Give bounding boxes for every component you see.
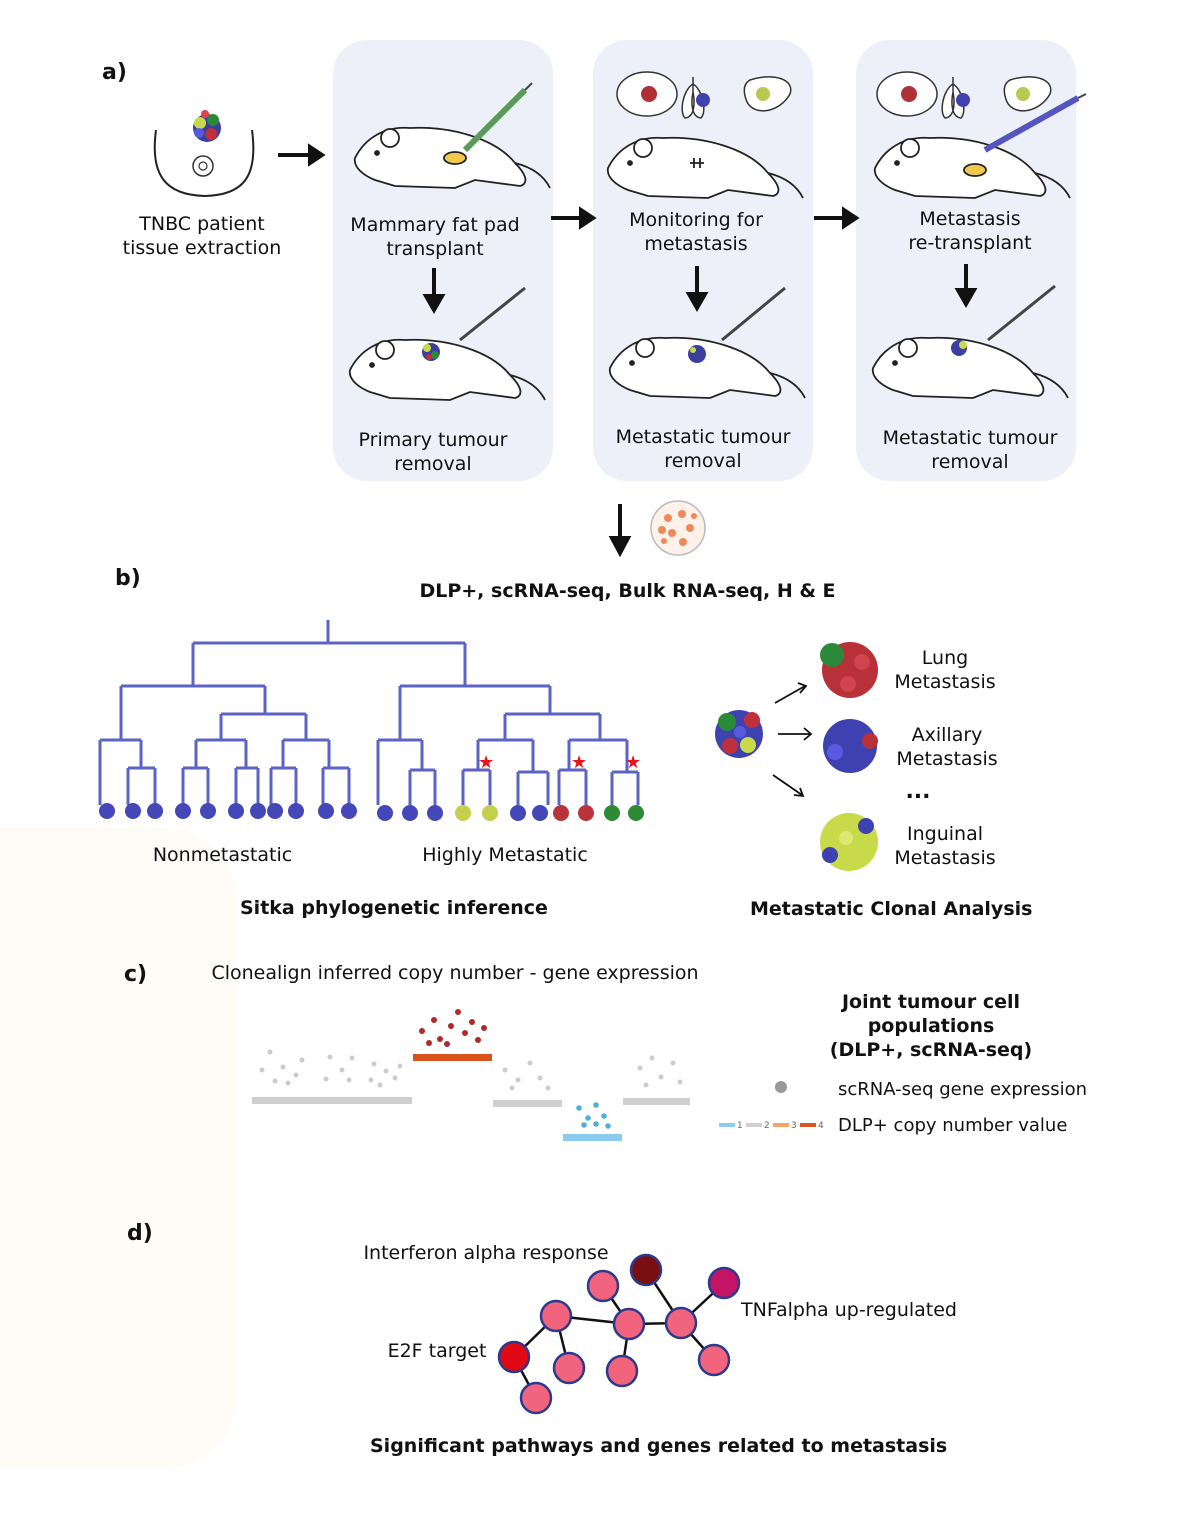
copy-number-legend-label: DLP+ copy number value xyxy=(838,1115,1068,1136)
clonal-analysis-title: Metastatic Clonal Analysis xyxy=(750,898,1033,920)
background-shape xyxy=(0,828,236,1468)
copy-number-legend: 1 2 3 4 xyxy=(719,1121,824,1131)
patient-tumour-icon xyxy=(193,110,221,142)
network-node xyxy=(552,1351,586,1385)
lung-metastasis-label: Lung Metastasis xyxy=(894,647,996,693)
cn-legend-4: 4 xyxy=(818,1121,824,1131)
tree-leaf-clones xyxy=(99,803,644,821)
mouse-illustrations xyxy=(348,126,1071,401)
cn-legend-1: 1 xyxy=(737,1121,743,1131)
mutation-stars: ★ ★ ★ xyxy=(478,752,641,773)
svg-text:★: ★ xyxy=(625,752,641,773)
expression-legend-marker xyxy=(775,1081,787,1093)
primary-tumour-clone xyxy=(715,710,763,758)
patient-illustration xyxy=(153,110,255,198)
network-node xyxy=(539,1299,573,1333)
network-node xyxy=(629,1253,663,1287)
network-node xyxy=(664,1306,698,1340)
expression-legend-label: scRNA-seq gene expression xyxy=(838,1079,1088,1100)
panel-a-label: a) xyxy=(102,60,127,85)
cn-legend-2: 2 xyxy=(764,1121,770,1131)
patient-caption: TNBC patient tissue extraction xyxy=(122,213,282,259)
svg-text:★: ★ xyxy=(478,752,494,773)
cell-dish-icon xyxy=(650,500,706,556)
clonealign-title: Clonealign inferred copy number - gene e… xyxy=(211,962,699,984)
step1-bottom-caption: Primary tumour removal xyxy=(358,429,508,475)
instrument-icons xyxy=(459,82,1087,342)
nonmetastatic-label: Nonmetastatic xyxy=(152,844,293,866)
removed-tumour-icons xyxy=(422,340,967,363)
network-node xyxy=(497,1340,531,1374)
copy-number-plot xyxy=(252,1009,690,1141)
tnfalpha-label: TNFalpha up-regulated xyxy=(741,1299,957,1321)
inguinal-metastasis-clone xyxy=(820,813,878,871)
assays-caption: DLP+, scRNA-seq, Bulk RNA-seq, H & E xyxy=(419,580,836,602)
network-node xyxy=(519,1381,553,1415)
axillary-metastasis-label: Axillary Metastasis xyxy=(896,724,998,770)
sitka-tree xyxy=(98,620,640,805)
sitka-title: Sitka phylogenetic inference xyxy=(240,897,548,919)
joint-populations-label: Joint tumour cell populations (DLP+, scR… xyxy=(829,991,1033,1061)
axillary-metastasis-clone xyxy=(823,719,878,773)
pathway-network xyxy=(497,1253,741,1415)
panel-c-label: c) xyxy=(124,962,148,987)
step-box-1 xyxy=(333,40,553,481)
lung-metastasis-clone xyxy=(820,642,878,698)
step2-bottom-caption: Metastatic tumour removal xyxy=(615,426,791,472)
step3-bottom-caption: Metastatic tumour removal xyxy=(882,427,1058,473)
cn-legend-3: 3 xyxy=(791,1121,797,1131)
ellipsis: ... xyxy=(905,779,931,804)
network-node xyxy=(707,1266,741,1300)
network-node xyxy=(605,1354,639,1388)
interferon-label: Interferon alpha response xyxy=(363,1242,609,1264)
e2f-label: E2F target xyxy=(387,1340,487,1362)
svg-text:★: ★ xyxy=(571,752,587,773)
network-node xyxy=(586,1269,620,1303)
step1-top-caption: Mammary fat pad transplant xyxy=(350,214,520,260)
network-node xyxy=(697,1343,731,1377)
highly-metastatic-label: Highly Metastatic xyxy=(422,844,588,866)
network-node xyxy=(612,1307,646,1341)
flow-arrows xyxy=(278,143,978,558)
clone-arrows xyxy=(772,682,813,798)
panel-d-label: d) xyxy=(127,1221,153,1246)
pathways-title: Significant pathways and genes related t… xyxy=(370,1435,948,1457)
step3-top-caption: Metastasis re-transplant xyxy=(908,208,1032,254)
panel-b-label: b) xyxy=(115,566,141,591)
inguinal-metastasis-label: Inguinal Metastasis xyxy=(894,823,996,869)
step2-top-caption: Monitoring for metastasis xyxy=(629,209,763,255)
organ-icons xyxy=(616,71,1052,119)
